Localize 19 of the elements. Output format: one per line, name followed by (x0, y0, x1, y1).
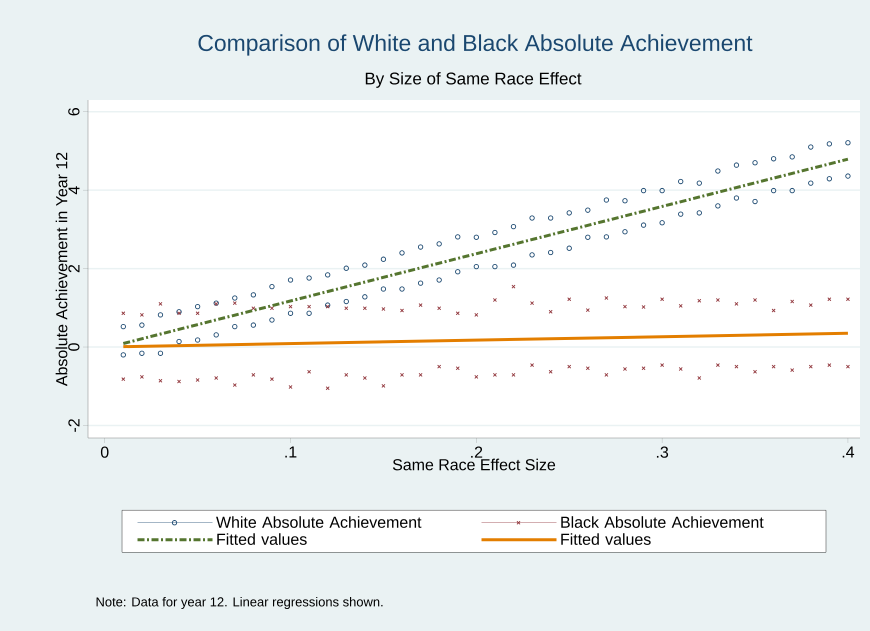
chart-subtitle: By Size of Same Race Effect (366, 72, 582, 88)
x-tick-label: 0 (100, 446, 109, 458)
y-tick-label: 0 (68, 343, 80, 351)
x-tick-label: .3 (656, 446, 668, 458)
legend-label: Black Absolute Achievement (561, 516, 764, 528)
x-axis-title: Same Race Effect Size (392, 458, 556, 470)
x-tick-label: .1 (285, 446, 296, 458)
x-tick-label: .4 (842, 446, 854, 458)
legend-label: Fitted values (217, 533, 307, 545)
y-tick-label: -2 (68, 419, 80, 432)
chart-title: Comparison of White and Black Absolute Achievement (198, 34, 752, 56)
legend-label: White Absolute Achievement (216, 516, 422, 528)
text: Note: Data for year 12. Linear regressions shown. (96, 596, 382, 610)
y-axis-title: Absolute Achievement in Year 12 (56, 152, 68, 386)
y-tick-label: 2 (68, 264, 80, 272)
x-tick-label: .2 (471, 446, 482, 458)
legend-label: Fitted values (561, 533, 651, 545)
y-tick-label: 4 (68, 186, 80, 194)
y-tick-label: 6 (68, 108, 80, 116)
